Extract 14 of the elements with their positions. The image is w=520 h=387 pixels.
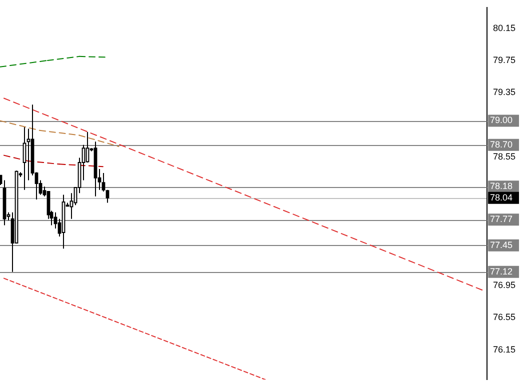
ref-line-label: 78.04 <box>490 192 513 202</box>
y-tick-label: 76.95 <box>493 280 516 290</box>
y-tick-label: 79.75 <box>493 54 516 65</box>
ref-line-label: 77.77 <box>490 214 513 224</box>
y-tick-label: 76.15 <box>493 344 516 354</box>
ref-line-label: 78.70 <box>490 139 513 150</box>
ref-line-label: 77.12 <box>490 266 513 276</box>
ref-line-label: 77.45 <box>490 240 513 250</box>
y-tick-label: 79.35 <box>493 87 516 98</box>
y-tick-label: 76.55 <box>493 312 516 322</box>
ref-line-label: 79.00 <box>490 115 513 126</box>
y-tick-label: 80.15 <box>493 22 516 33</box>
ref-line-label: 78.18 <box>490 181 513 192</box>
y-tick-label: 78.55 <box>493 151 516 162</box>
